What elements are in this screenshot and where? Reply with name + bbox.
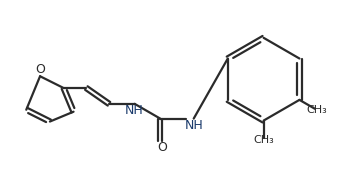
Text: O: O [35, 63, 45, 76]
Text: NH: NH [184, 119, 203, 132]
Text: O: O [157, 141, 167, 154]
Text: CH₃: CH₃ [306, 105, 327, 115]
Text: NH: NH [125, 104, 144, 117]
Text: CH₃: CH₃ [253, 135, 274, 145]
